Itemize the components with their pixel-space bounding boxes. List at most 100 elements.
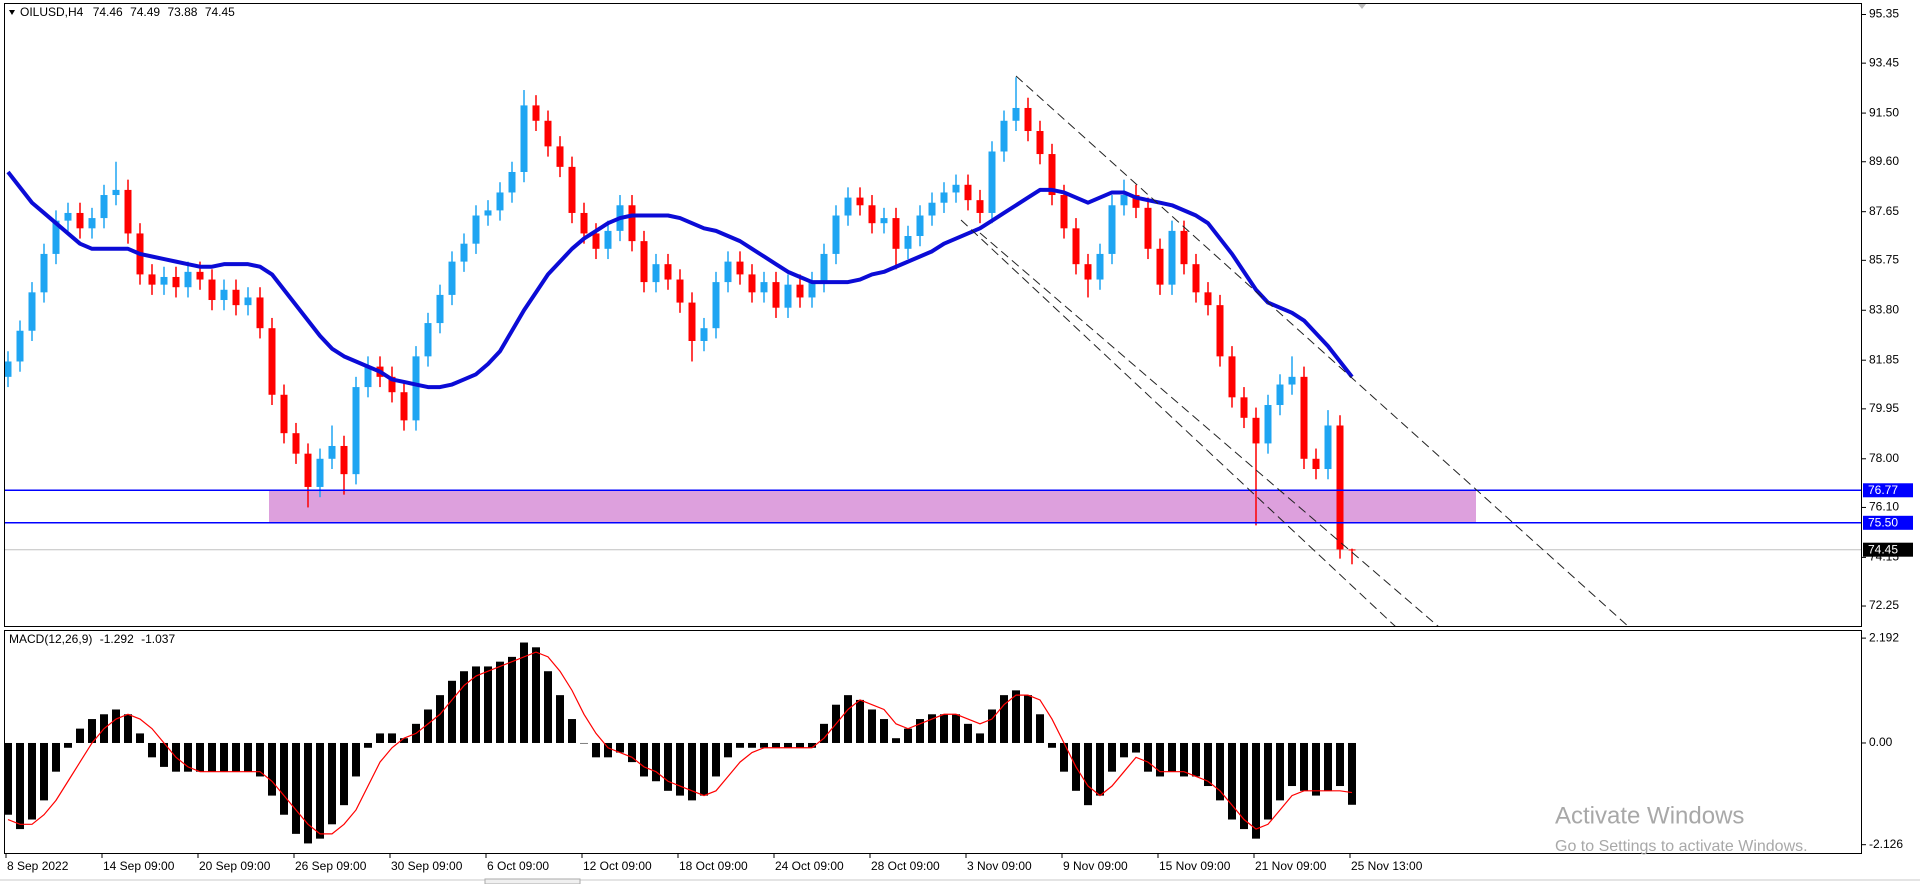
macd-bar <box>568 719 576 743</box>
candle-body <box>1072 228 1080 265</box>
x-tick-label: 24 Oct 09:00 <box>775 859 844 873</box>
price-label-box <box>1863 542 1913 557</box>
candle-body <box>268 328 276 395</box>
candle-body <box>484 210 492 216</box>
candle-body <box>40 253 48 293</box>
chart-header: OILUSD,H4 74.46 74.49 73.88 74.45 <box>20 5 235 19</box>
level-label: 76.77 <box>1868 483 1898 497</box>
signal-last: -1.037 <box>141 632 175 646</box>
macd-bar <box>340 742 348 806</box>
macd-bar <box>124 714 132 743</box>
candle-body <box>64 212 72 221</box>
macd-bar <box>112 709 120 743</box>
candle-body <box>784 284 792 308</box>
candle-body <box>820 253 828 283</box>
candle-body <box>292 433 300 454</box>
macd-bar <box>268 742 276 796</box>
candle-body <box>916 215 924 237</box>
candle-body <box>124 189 132 234</box>
macd-bar <box>652 742 660 782</box>
macd-bar <box>1276 742 1284 801</box>
macd-bar <box>928 714 936 743</box>
macd-bar <box>1252 742 1260 839</box>
macd-bar <box>508 656 516 743</box>
candle-body <box>760 282 768 293</box>
candle-body <box>1012 107 1020 121</box>
macd-bar <box>580 742 588 744</box>
candle-body <box>976 200 984 213</box>
macd-bar <box>64 742 72 748</box>
candle-body <box>100 195 108 219</box>
quote-open: 74.46 <box>93 5 123 19</box>
macd-bar <box>364 742 372 748</box>
macd-last: -1.292 <box>100 632 134 646</box>
macd-bar <box>664 742 672 791</box>
x-tick-label: 8 Sep 2022 <box>7 859 69 873</box>
x-tick-label: 3 Nov 09:00 <box>967 859 1032 873</box>
candle-body <box>1204 292 1212 306</box>
indicator-name: MACD(12,26,9) <box>9 632 92 646</box>
macd-bar <box>1108 742 1116 772</box>
macd-bar <box>532 647 540 743</box>
macd-bar <box>220 742 228 772</box>
candle-body <box>724 261 732 283</box>
macd-bar <box>244 742 252 772</box>
y-tick-label: 2.192 <box>1869 630 1899 644</box>
candle-body <box>544 120 552 147</box>
macd-bar <box>52 742 60 772</box>
level-label-box <box>1863 515 1913 530</box>
macd-bar <box>4 742 12 815</box>
candle-body <box>472 215 480 244</box>
candle-body <box>568 166 576 213</box>
macd-bar <box>1192 742 1200 777</box>
candle-body <box>1240 397 1248 418</box>
price-plot <box>5 77 1861 565</box>
macd-bar <box>772 742 780 748</box>
tab[interactable] <box>484 878 581 884</box>
y-tick-label: 72.25 <box>1869 598 1899 612</box>
macd-bar <box>136 733 144 743</box>
candle-body <box>580 212 588 234</box>
macd-bar <box>1132 742 1140 753</box>
x-tick-label: 30 Sep 09:00 <box>391 859 463 873</box>
macd-bar <box>256 742 264 777</box>
menu-arrow[interactable] <box>9 10 15 15</box>
y-tick-label: 87.65 <box>1869 204 1899 218</box>
macd-bar <box>952 714 960 743</box>
candle-body <box>832 215 840 254</box>
macd-header: MACD(12,26,9) -1.292 -1.037 <box>9 632 175 646</box>
macd-bar <box>616 742 624 753</box>
macd-bar <box>760 742 768 748</box>
macd-bar <box>868 709 876 743</box>
macd-bar <box>1036 714 1044 743</box>
macd-bar <box>1120 742 1128 758</box>
macd-bar <box>160 742 168 767</box>
candle-body <box>1312 458 1320 470</box>
candle-body <box>5 361 12 377</box>
macd-bar <box>436 695 444 743</box>
macd-bar <box>1048 742 1056 748</box>
macd-bar <box>1000 695 1008 743</box>
candle-body <box>904 236 912 249</box>
macd-bar <box>988 709 996 743</box>
quote-high: 74.49 <box>130 5 160 19</box>
candle-body <box>1036 131 1044 155</box>
candle-body <box>736 261 744 275</box>
macd-bar <box>304 742 312 844</box>
candle-body <box>844 197 852 216</box>
x-tick-label: 9 Nov 09:00 <box>1063 859 1128 873</box>
candle-body <box>952 184 960 193</box>
macd-bar <box>196 742 204 772</box>
candle-body <box>1000 120 1008 152</box>
candle-body <box>880 218 888 224</box>
symbol: OILUSD,H4 <box>20 5 84 19</box>
macd-bar <box>748 742 756 748</box>
macd-bar <box>28 742 36 820</box>
watermark-title: Activate Windows <box>1555 802 1744 829</box>
x-tick-label: 12 Oct 09:00 <box>583 859 652 873</box>
candle-body <box>88 218 96 229</box>
candle-body <box>244 297 252 306</box>
candle-body <box>532 105 540 121</box>
y-tick-label: 95.35 <box>1869 7 1899 21</box>
